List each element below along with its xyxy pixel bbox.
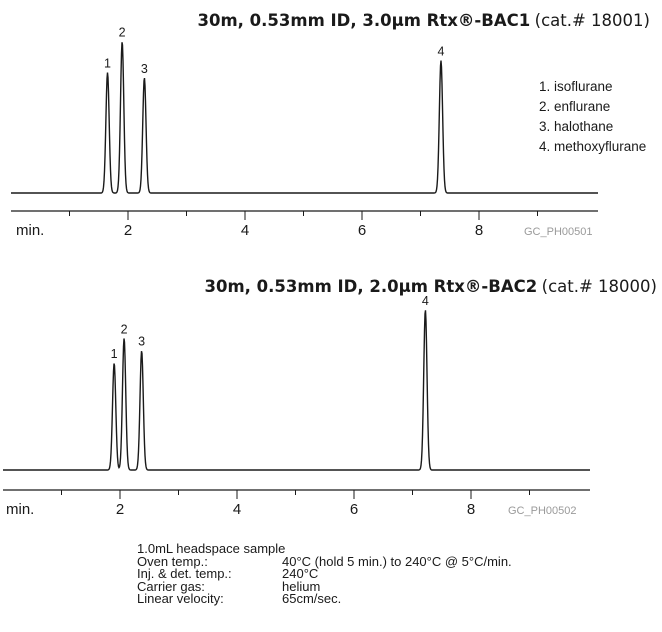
chart-1-legend: 1. isoflurane 2. enflurane 3. halothane … bbox=[539, 79, 646, 154]
chart-2-code: GC_PH00502 bbox=[508, 505, 577, 517]
condition-row: Inj. & det. temp.: 240°C bbox=[137, 566, 512, 582]
chart-1-axis-unit: min. bbox=[16, 222, 44, 239]
chart-1-title: 30m, 0.53mm ID, 3.0µm Rtx®-BAC1 (cat.# 1… bbox=[198, 11, 650, 30]
tick-label: 8 bbox=[475, 222, 483, 239]
tick-label: 4 bbox=[241, 222, 249, 239]
tick-label: 2 bbox=[124, 222, 132, 239]
chart-2-axis-unit: min. bbox=[6, 501, 34, 518]
condition-row: Oven temp.: 40°C (hold 5 min.) to 240°C @… bbox=[137, 553, 512, 569]
legend-item-3: 3. halothane bbox=[539, 119, 613, 134]
peak-label: 2 bbox=[119, 26, 126, 40]
tick-label: 8 bbox=[467, 501, 475, 518]
peak-label: 3 bbox=[138, 335, 145, 349]
condition-value: 40°C (hold 5 min.) to 240°C @ 5°C/min. bbox=[282, 553, 512, 569]
chart-1-trace bbox=[11, 42, 598, 194]
peak-label: 3 bbox=[141, 62, 148, 76]
tick-label: 4 bbox=[233, 501, 241, 518]
peak-label: 2 bbox=[121, 322, 128, 336]
condition-label: Inj. & det. temp.: bbox=[137, 566, 232, 582]
legend-item-2: 2. enflurane bbox=[539, 99, 610, 114]
condition-label: Oven temp.: bbox=[137, 553, 208, 569]
condition-row: Linear velocity: 65cm/sec. bbox=[137, 593, 512, 606]
condition-row: Carrier gas: helium bbox=[137, 578, 512, 594]
condition-label: Carrier gas: bbox=[137, 578, 205, 594]
chart-2-trace bbox=[3, 310, 590, 471]
condition-value: helium bbox=[282, 578, 321, 594]
condition-value: 240°C bbox=[282, 566, 319, 582]
condition-label: Linear velocity: bbox=[137, 591, 224, 607]
peak-label: 4 bbox=[422, 294, 429, 308]
legend-item-1: 1. isoflurane bbox=[539, 79, 613, 94]
peak-label: 4 bbox=[438, 45, 445, 59]
tick-label: 6 bbox=[350, 501, 358, 518]
peak-label: 1 bbox=[111, 347, 118, 361]
chart-1: 30m, 0.53mm ID, 3.0µm Rtx®-BAC1 (cat.# 1… bbox=[11, 11, 650, 239]
sample-text: 1.0mL headspace sample bbox=[137, 541, 286, 556]
chart-2-title: 30m, 0.53mm ID, 2.0µm Rtx®-BAC2 (cat.# 1… bbox=[205, 277, 657, 296]
tick-label: 2 bbox=[116, 501, 124, 518]
legend-item-4: 4. methoxyflurane bbox=[539, 139, 646, 154]
peak-label: 1 bbox=[104, 57, 111, 71]
chart-2: 30m, 0.53mm ID, 2.0µm Rtx®-BAC2 (cat.# 1… bbox=[3, 277, 657, 518]
condition-value: 65cm/sec. bbox=[282, 591, 342, 607]
tick-label: 6 bbox=[358, 222, 366, 239]
conditions-block: 1.0mL headspace sample Oven temp.: 40°C (… bbox=[137, 541, 512, 606]
chart-1-code: GC_PH00501 bbox=[524, 226, 593, 238]
